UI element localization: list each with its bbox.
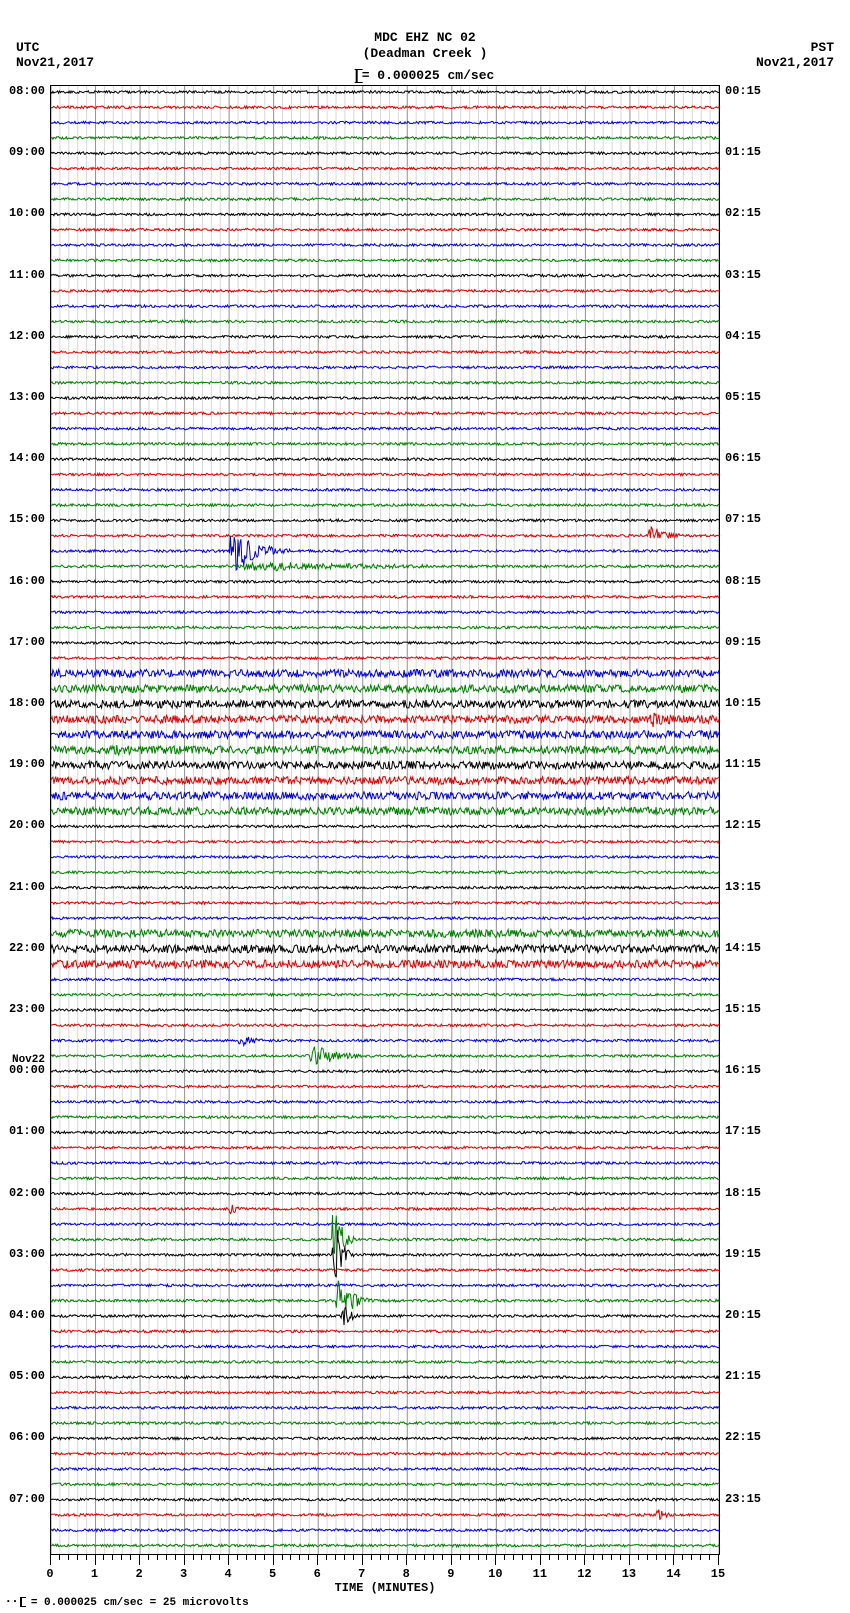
x-tick-label: 0 [46, 1567, 53, 1581]
pst-hour-label: 11:15 [725, 757, 761, 771]
utc-hour-label: 01:00 [9, 1124, 45, 1138]
x-tick-label: 7 [358, 1567, 365, 1581]
footer-scale: ·⋅ = 0.000025 cm/sec = 25 microvolts [5, 1595, 249, 1609]
right-date: Nov21,2017 [756, 55, 834, 70]
x-tick [50, 1555, 51, 1565]
pst-hour-label: 08:15 [725, 574, 761, 588]
pst-hour-label: 10:15 [725, 696, 761, 710]
pst-hour-label: 04:15 [725, 329, 761, 343]
pst-hour-label: 16:15 [725, 1063, 761, 1077]
x-tick-label: 15 [711, 1567, 725, 1581]
x-tick-label: 13 [622, 1567, 636, 1581]
pst-hour-label: 19:15 [725, 1247, 761, 1261]
utc-hour-label: 12:00 [9, 329, 45, 343]
pst-hour-label: 15:15 [725, 1002, 761, 1016]
x-tick-label: 9 [447, 1567, 454, 1581]
pst-hour-label: 22:15 [725, 1430, 761, 1444]
utc-hour-label: 19:00 [9, 757, 45, 771]
x-tick [584, 1555, 585, 1565]
pst-hour-label: 12:15 [725, 818, 761, 832]
x-tick [228, 1555, 229, 1565]
footer-scale-text: = 0.000025 cm/sec = 25 microvolts [31, 1597, 249, 1609]
x-tick [317, 1555, 318, 1565]
utc-hour-label: 00:00 [9, 1063, 45, 1077]
time-axis: TIME (MINUTES) 0123456789101112131415 [50, 1555, 720, 1595]
utc-hour-label: 05:00 [9, 1369, 45, 1383]
x-tick-label: 2 [135, 1567, 142, 1581]
x-tick-label: 14 [666, 1567, 680, 1581]
x-tick [362, 1555, 363, 1565]
x-tick-label: 4 [225, 1567, 232, 1581]
right-timezone: PST [811, 40, 834, 55]
pst-hour-label: 07:15 [725, 512, 761, 526]
pst-hour-label: 09:15 [725, 635, 761, 649]
x-tick [451, 1555, 452, 1565]
amplitude-scale-label: = 0.000025 cm/sec [362, 68, 495, 83]
x-tick-label: 1 [91, 1567, 98, 1581]
x-tick [495, 1555, 496, 1565]
utc-hour-label: 10:00 [9, 206, 45, 220]
pst-hour-label: 00:15 [725, 84, 761, 98]
pst-hour-label: 01:15 [725, 145, 761, 159]
utc-hour-label: 11:00 [9, 268, 45, 282]
pst-hour-label: 20:15 [725, 1308, 761, 1322]
seismogram-page: MDC EHZ NC 02 (Deadman Creek ) UTC Nov21… [0, 0, 850, 1613]
x-tick-label: 8 [403, 1567, 410, 1581]
x-tick [273, 1555, 274, 1565]
x-tick [629, 1555, 630, 1565]
utc-hour-label: 17:00 [9, 635, 45, 649]
x-tick [184, 1555, 185, 1565]
x-tick-label: 10 [488, 1567, 502, 1581]
x-tick [139, 1555, 140, 1565]
utc-hour-label: 04:00 [9, 1308, 45, 1322]
pst-hour-label: 17:15 [725, 1124, 761, 1138]
x-tick [95, 1555, 96, 1565]
x-tick-label: 5 [269, 1567, 276, 1581]
pst-hour-label: 06:15 [725, 451, 761, 465]
x-tick-label: 12 [577, 1567, 591, 1581]
utc-hour-label: 22:00 [9, 941, 45, 955]
x-tick-label: 6 [314, 1567, 321, 1581]
pst-hour-label: 02:15 [725, 206, 761, 220]
pst-hour-label: 05:15 [725, 390, 761, 404]
station-id: MDC EHZ NC 02 [374, 30, 475, 45]
utc-hour-label: 08:00 [9, 84, 45, 98]
pst-hour-label: 13:15 [725, 880, 761, 894]
pst-hour-label: 14:15 [725, 941, 761, 955]
pst-hour-label: 18:15 [725, 1186, 761, 1200]
utc-hour-label: 02:00 [9, 1186, 45, 1200]
utc-hour-label: 21:00 [9, 880, 45, 894]
utc-hour-label: 15:00 [9, 512, 45, 526]
utc-hour-label: 14:00 [9, 451, 45, 465]
pst-hour-label: 21:15 [725, 1369, 761, 1383]
utc-hour-label: 23:00 [9, 1002, 45, 1016]
utc-hour-label: 13:00 [9, 390, 45, 404]
left-timezone: UTC [16, 40, 39, 55]
trace-row [51, 86, 719, 1554]
x-tick [406, 1555, 407, 1565]
utc-hour-label: 16:00 [9, 574, 45, 588]
utc-hour-label: 06:00 [9, 1430, 45, 1444]
x-tick [540, 1555, 541, 1565]
utc-hour-label: 20:00 [9, 818, 45, 832]
utc-hour-label: 09:00 [9, 145, 45, 159]
utc-hour-label: 07:00 [9, 1492, 45, 1506]
pst-hour-label: 23:15 [725, 1492, 761, 1506]
x-tick-label: 11 [533, 1567, 547, 1581]
amplitude-scale: = 0.000025 cm/sec [356, 68, 495, 83]
utc-hour-label: 03:00 [9, 1247, 45, 1261]
time-axis-title: TIME (MINUTES) [335, 1581, 436, 1595]
station-name: (Deadman Creek ) [363, 46, 488, 61]
x-tick-label: 3 [180, 1567, 187, 1581]
left-date: Nov21,2017 [16, 55, 94, 70]
x-tick [673, 1555, 674, 1565]
x-tick [718, 1555, 719, 1565]
seismogram-plot [50, 85, 720, 1555]
utc-hour-label: 18:00 [9, 696, 45, 710]
pst-hour-label: 03:15 [725, 268, 761, 282]
